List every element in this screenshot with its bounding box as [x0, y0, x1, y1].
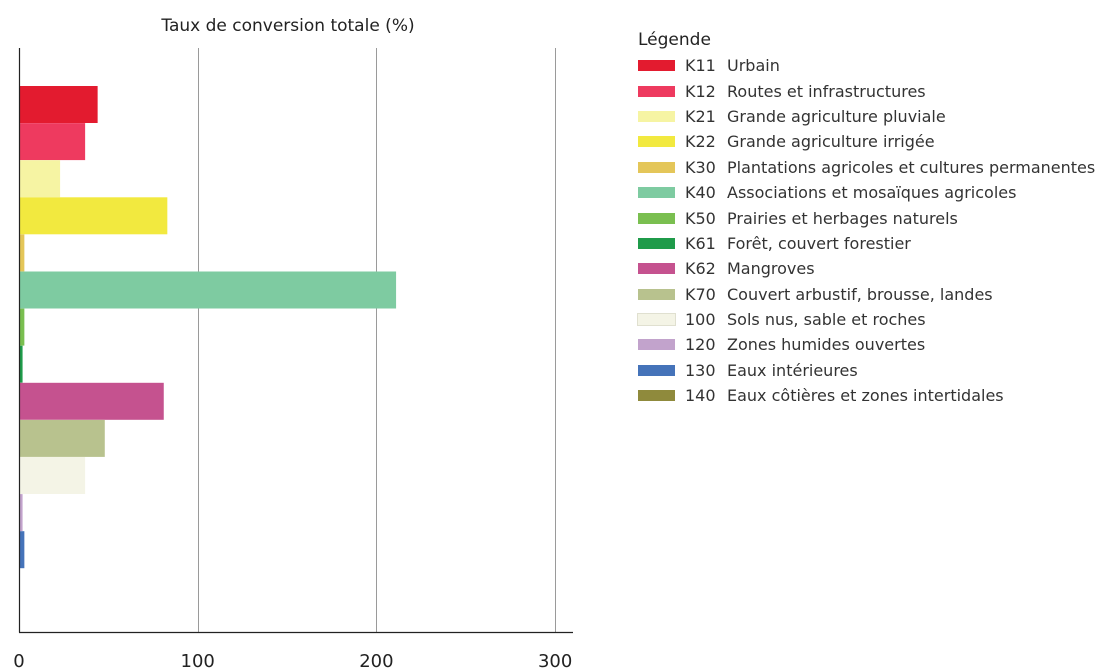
bar-k61 — [19, 345, 23, 383]
legend-swatch — [638, 288, 675, 300]
legend-item-k61: K61 Forêt, couvert forestier — [638, 231, 1095, 256]
legend-label: Prairies et herbages naturels — [727, 208, 958, 228]
bar-k12 — [19, 123, 86, 161]
legend-code: K21 — [685, 106, 716, 126]
legend-item-k30: K30 Plantations agricoles et cultures per… — [638, 155, 1095, 180]
legend-code: K62 — [685, 259, 716, 279]
legend-title: Légende — [638, 30, 711, 50]
legend-swatch — [638, 136, 675, 148]
bar-k50 — [19, 308, 25, 346]
legend-label: Forêt, couvert forestier — [727, 233, 911, 253]
legend-code: K50 — [685, 208, 716, 228]
legend-code: 100 — [685, 310, 716, 330]
legend-label: Grande agriculture pluviale — [727, 106, 946, 126]
legend-label: Zones humides ouvertes — [727, 335, 926, 355]
legend-item-120: 120 Zones humides ouvertes — [638, 332, 1095, 357]
legend-label: Routes et infrastructures — [727, 81, 926, 101]
legend-item-k70: K70 Couvert arbustif, brousse, landes — [638, 282, 1095, 307]
legend-label: Eaux côtières et zones intertidales — [727, 386, 1004, 406]
bar-k70 — [19, 419, 105, 457]
legend-item-k21: K21 Grande agriculture pluviale — [638, 104, 1095, 129]
legend-label: Couvert arbustif, brousse, landes — [727, 284, 993, 304]
legend-swatch — [638, 364, 675, 376]
legend-label: Urbain — [727, 56, 780, 76]
x-tick-label-300: 300 — [538, 651, 572, 672]
bar-120 — [19, 494, 23, 532]
axes — [18, 48, 573, 634]
legend-item-k12: K12 Routes et infrastructures — [638, 78, 1095, 103]
bar-k62 — [19, 382, 164, 420]
legend-item-130: 130 Eaux intérieures — [638, 358, 1095, 383]
bar-100 — [19, 457, 86, 494]
legend-code: 130 — [685, 360, 716, 380]
legend-label: Sols nus, sable et roches — [727, 310, 926, 330]
legend-swatch — [637, 313, 676, 327]
legend-label: Mangroves — [727, 259, 815, 279]
legend-item-140: 140 Eaux côtières et zones intertidales — [638, 383, 1095, 408]
legend-label: Associations et mosaïques agricoles — [727, 183, 1017, 203]
legend-swatch — [638, 263, 675, 275]
x-tick-label-100: 100 — [181, 651, 215, 672]
legend-swatch — [638, 390, 675, 402]
x-tick-labels: 0 100 200 300 — [13, 651, 572, 672]
legend-code: 140 — [685, 386, 716, 406]
legend-item-k50: K50 Prairies et herbages naturels — [638, 205, 1095, 230]
legend-code: K12 — [685, 81, 716, 101]
bar-k21 — [19, 160, 61, 198]
legend-swatch — [638, 85, 675, 97]
bars — [19, 86, 397, 569]
chart-title: Taux de conversion totale (%) — [160, 16, 414, 36]
legend-label: Eaux intérieures — [727, 360, 858, 380]
bar-k22 — [19, 197, 168, 235]
legend-code: K22 — [685, 132, 716, 152]
bar-k40 — [19, 271, 397, 309]
legend-swatch — [638, 161, 675, 173]
legend-swatch — [638, 110, 675, 122]
legend-item-k22: K22 Grande agriculture irrigée — [638, 129, 1095, 154]
grid-lines — [198, 48, 556, 632]
legend-label: Plantations agricoles et cultures perman… — [727, 157, 1096, 177]
legend: Légende K11 Urbain K12 Routes et infrastruc… — [637, 30, 1095, 408]
bar-k11 — [19, 86, 98, 123]
legend-items: K11 Urbain K12 Routes et infrastructures K21… — [637, 53, 1095, 408]
bar-chart: Taux de conversion totale (%) 0 100 200 300 — [13, 16, 573, 672]
legend-swatch — [638, 339, 675, 351]
legend-swatch — [638, 60, 675, 72]
legend-code: K61 — [685, 233, 716, 253]
legend-item-k11: K11 Urbain — [638, 53, 1095, 78]
legend-code: K70 — [685, 284, 716, 304]
x-tick-label-200: 200 — [359, 651, 393, 672]
legend-item-100: 100 Sols nus, sable et roches — [637, 307, 1095, 332]
legend-swatch — [638, 187, 675, 199]
legend-code: K11 — [685, 56, 716, 76]
legend-code: K40 — [685, 183, 716, 203]
legend-item-k62: K62 Mangroves — [638, 256, 1095, 281]
legend-swatch — [638, 237, 675, 249]
bar-130 — [19, 531, 25, 569]
bar-k30 — [19, 234, 25, 272]
legend-label: Grande agriculture irrigée — [727, 132, 935, 152]
legend-item-k40: K40 Associations et mosaïques agricoles — [638, 180, 1095, 205]
legend-code: 120 — [685, 335, 716, 355]
legend-swatch — [638, 212, 675, 224]
legend-code: K30 — [685, 157, 716, 177]
x-tick-label-0: 0 — [13, 651, 24, 672]
